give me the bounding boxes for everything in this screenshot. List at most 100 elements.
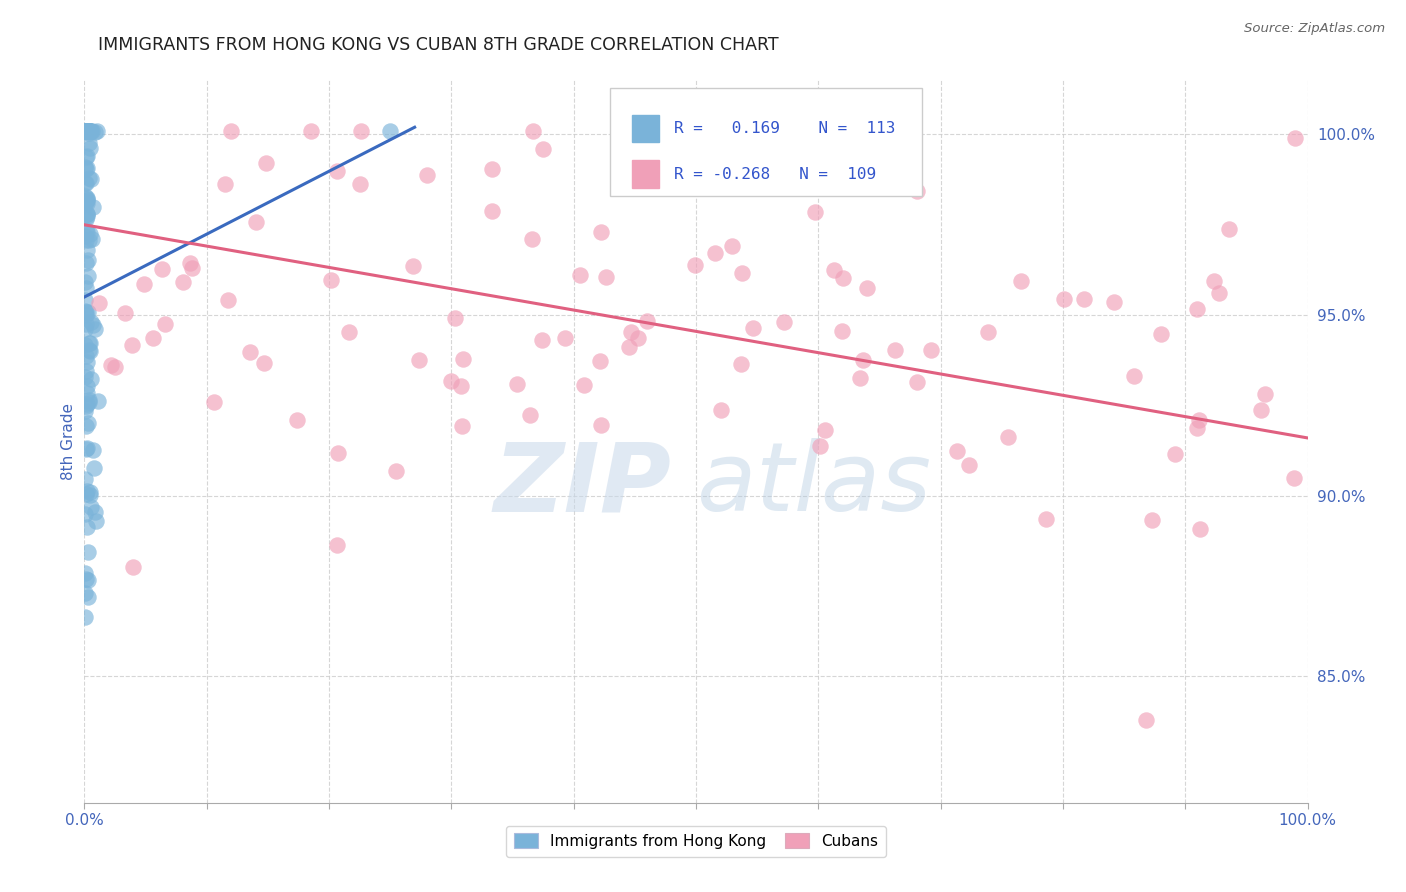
Point xyxy=(73,404,96,418)
Point xyxy=(856,281,879,295)
Point xyxy=(73,124,96,138)
Point xyxy=(79,336,101,351)
Point xyxy=(76,206,98,220)
Point xyxy=(252,356,274,370)
Point xyxy=(450,379,472,393)
Point xyxy=(77,304,100,318)
Point xyxy=(1208,285,1230,300)
Point xyxy=(957,458,980,472)
Point xyxy=(82,200,104,214)
Point xyxy=(75,308,97,322)
Point xyxy=(803,205,825,219)
Point xyxy=(82,318,104,332)
Point xyxy=(75,572,97,586)
Point xyxy=(75,124,97,138)
Point xyxy=(76,442,98,456)
Point xyxy=(76,124,98,138)
Point xyxy=(848,371,870,385)
Point xyxy=(179,256,201,270)
Point xyxy=(76,210,98,224)
Text: ZIP: ZIP xyxy=(494,438,672,532)
Point xyxy=(79,343,101,358)
Point xyxy=(76,379,98,393)
Point xyxy=(79,484,101,499)
Point xyxy=(87,393,110,408)
Point xyxy=(572,378,595,392)
Point xyxy=(450,419,472,434)
Point xyxy=(439,374,461,388)
Point xyxy=(905,184,928,198)
Point xyxy=(533,142,555,156)
Point xyxy=(519,409,541,423)
Point xyxy=(77,136,100,151)
Point xyxy=(1204,274,1226,288)
Point xyxy=(75,349,97,363)
Point xyxy=(337,326,360,340)
Point xyxy=(1010,274,1032,288)
Point xyxy=(75,124,97,138)
Point xyxy=(620,326,643,340)
Point xyxy=(84,515,107,529)
Point xyxy=(1282,471,1305,485)
Point xyxy=(808,439,831,453)
Point xyxy=(79,394,101,409)
Point xyxy=(520,232,543,246)
Point xyxy=(385,464,408,478)
Point xyxy=(522,124,544,138)
Point xyxy=(408,353,430,368)
Point xyxy=(77,393,100,408)
Point xyxy=(402,259,425,273)
Point xyxy=(685,259,707,273)
Point xyxy=(77,590,100,604)
Point xyxy=(1123,369,1146,384)
Point xyxy=(814,423,837,437)
Point xyxy=(709,403,731,417)
Point xyxy=(76,148,98,162)
Point xyxy=(77,336,100,351)
Point xyxy=(76,484,98,499)
Point xyxy=(75,442,97,456)
Point xyxy=(77,124,100,138)
Point xyxy=(1254,387,1277,401)
Bar xyxy=(633,161,659,188)
Point xyxy=(217,293,239,307)
FancyBboxPatch shape xyxy=(610,87,922,196)
Point xyxy=(153,317,176,331)
Point xyxy=(76,124,98,138)
Point xyxy=(831,324,853,338)
Point xyxy=(82,443,104,458)
Text: IMMIGRANTS FROM HONG KONG VS CUBAN 8TH GRADE CORRELATION CHART: IMMIGRANTS FROM HONG KONG VS CUBAN 8TH G… xyxy=(98,36,779,54)
Point xyxy=(254,155,277,169)
Point xyxy=(569,268,592,283)
Point xyxy=(76,520,98,534)
Point xyxy=(589,417,612,432)
Point xyxy=(1189,522,1212,536)
Point xyxy=(84,505,107,519)
Point xyxy=(481,204,503,219)
Point xyxy=(75,176,97,190)
Point xyxy=(617,340,640,354)
Point xyxy=(75,124,97,138)
Point xyxy=(73,124,96,138)
Point xyxy=(77,170,100,185)
Point xyxy=(1188,413,1211,427)
Point xyxy=(1164,447,1187,461)
Point xyxy=(75,364,97,378)
Point xyxy=(1035,512,1057,526)
Point xyxy=(79,124,101,138)
Point xyxy=(823,263,845,277)
Point xyxy=(997,429,1019,443)
Point xyxy=(76,191,98,205)
Point xyxy=(83,461,105,475)
Point xyxy=(444,310,467,325)
Point xyxy=(1250,403,1272,417)
Point xyxy=(122,559,145,574)
Point xyxy=(349,178,371,192)
Point xyxy=(1140,512,1163,526)
Legend: Immigrants from Hong Kong, Cubans: Immigrants from Hong Kong, Cubans xyxy=(506,826,886,856)
Point xyxy=(76,192,98,206)
Point xyxy=(76,243,98,257)
Point xyxy=(76,194,98,208)
Point xyxy=(325,163,347,178)
Point xyxy=(181,260,204,275)
